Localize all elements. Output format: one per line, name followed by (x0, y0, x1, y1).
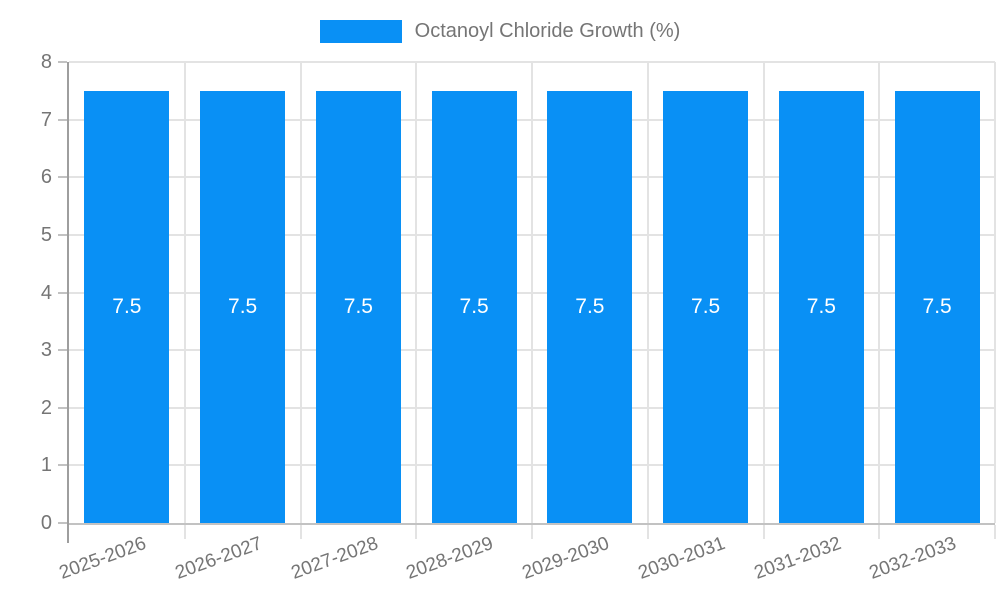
v-gridline (994, 62, 996, 523)
y-tick-mark (58, 349, 67, 352)
bar[interactable]: 7.5 (778, 90, 864, 523)
legend-color-swatch (319, 20, 402, 43)
bar[interactable]: 7.5 (894, 90, 980, 523)
bar-value-label: 7.5 (575, 294, 605, 318)
y-tick-mark (58, 464, 67, 467)
y-tick-mark (58, 176, 67, 179)
bar-value-label: 7.5 (228, 294, 258, 318)
y-axis-tick-label: 6 (40, 166, 52, 189)
bar-value-label: 7.5 (922, 294, 952, 318)
y-axis-tail (67, 523, 69, 543)
x-axis-tick-label: 2029-2030 (519, 533, 613, 584)
bar-value-label: 7.5 (112, 294, 142, 318)
x-tick-mark (646, 525, 649, 539)
bar[interactable]: 7.5 (200, 90, 286, 523)
y-tick-mark (58, 522, 67, 524)
x-tick-mark (183, 525, 186, 539)
y-axis-tick-label: 4 (40, 281, 52, 304)
v-gridline (299, 62, 302, 523)
y-axis-tick-label: 8 (40, 51, 52, 73)
y-tick-mark (58, 291, 67, 294)
x-axis-tick-label: 2025-2026 (56, 533, 150, 584)
plot-area: 7.5 7.5 7.5 7.5 7.5 7.5 7.5 7.5 2025-2026 2026-2… (56, 61, 996, 584)
v-gridline (762, 62, 765, 523)
x-tick-mark (994, 525, 996, 539)
y-axis-tick-label: 5 (40, 223, 52, 246)
y-tick-mark (58, 118, 67, 121)
x-axis-tick-label: 2032-2033 (866, 533, 960, 584)
x-axis-tick-label: 2031-2032 (750, 533, 844, 584)
bar[interactable]: 7.5 (547, 90, 633, 523)
bar[interactable]: 7.5 (315, 90, 401, 523)
y-tick-mark (58, 61, 67, 63)
bar-value-label: 7.5 (459, 294, 489, 318)
x-tick-mark (531, 525, 533, 539)
x-axis-tick-label: 2030-2031 (635, 533, 728, 584)
legend-item[interactable]: Octanoyl Chloride Growth (%) (319, 20, 681, 43)
chart-legend: Octanoyl Chloride Growth (%) (0, 20, 1000, 43)
v-gridline (878, 62, 881, 523)
x-tick-mark (878, 525, 881, 539)
bar[interactable]: 7.5 (663, 90, 749, 523)
v-gridline (415, 62, 418, 523)
x-tick-mark (415, 525, 418, 539)
bar[interactable]: 7.5 (84, 90, 170, 523)
y-axis-tick-label: 3 (40, 339, 52, 362)
bar-value-label: 7.5 (806, 294, 836, 318)
bar[interactable]: 7.5 (431, 90, 517, 523)
v-gridline (646, 62, 649, 523)
x-axis-tick-label: 2027-2028 (287, 533, 381, 584)
y-axis-tick-label: 1 (40, 454, 52, 477)
x-axis-tick-label: 2028-2029 (403, 533, 497, 584)
x-tick-mark (762, 525, 765, 539)
legend-label: Octanoyl Chloride Growth (%) (414, 20, 681, 42)
y-axis-tick-label: 0 (40, 512, 52, 534)
bar-value-label: 7.5 (691, 294, 721, 318)
v-gridline (183, 62, 186, 523)
v-gridline (531, 62, 533, 523)
y-axis-tick-label: 7 (40, 108, 52, 131)
bar-value-label: 7.5 (343, 294, 373, 318)
y-tick-mark (58, 233, 67, 236)
x-tick-mark (299, 525, 302, 539)
y-tick-mark (58, 406, 67, 409)
y-axis-tick-label: 2 (40, 396, 52, 419)
x-axis-tick-label: 2026-2027 (172, 533, 265, 584)
